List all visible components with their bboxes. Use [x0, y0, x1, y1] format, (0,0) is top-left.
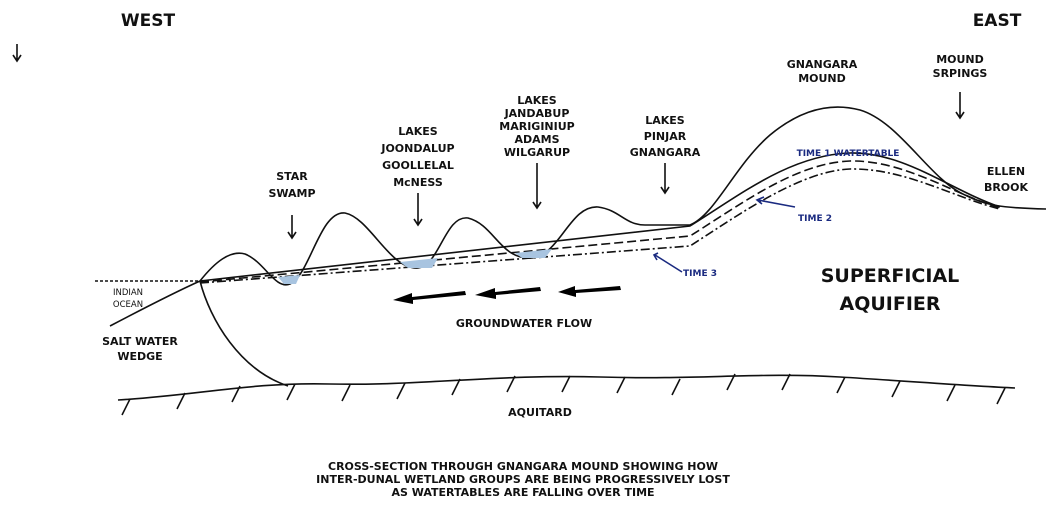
label: LAKES [398, 125, 438, 138]
label: BROOK [984, 181, 1029, 194]
label: AQUITARD [508, 406, 572, 419]
label: GNANGARA [787, 58, 858, 71]
flow-arrows [393, 286, 621, 304]
label: SWAMP [268, 187, 315, 200]
label: PINJAR [644, 130, 687, 143]
label: WILGARUP [504, 146, 570, 159]
label: MARIGINIUP [499, 120, 574, 133]
label: JOONDALUP [380, 142, 454, 155]
label: SUPERFICIAL [821, 265, 960, 287]
watertable-label: TIME 3 [683, 269, 717, 279]
label: GROUNDWATER FLOW [456, 317, 592, 330]
label: LAKES [517, 94, 557, 107]
watertable-label: TIME 2 [798, 214, 832, 224]
drawing [12, 44, 1046, 416]
label: MOUND [936, 53, 984, 66]
watertable-time-2 [199, 160, 1001, 283]
label: LAKES [645, 114, 685, 127]
ground-surface [109, 106, 1046, 327]
label: INDIAN [113, 288, 143, 298]
caption: INTER-DUNAL WETLAND GROUPS ARE BEING PRO… [316, 473, 730, 486]
watertable-label: TIME 1 WATERTABLE [797, 149, 900, 159]
caption: CROSS-SECTION THROUGH GNANGARA MOUND SHO… [328, 460, 718, 473]
label: MOUND [798, 72, 846, 85]
label: OCEAN [113, 300, 143, 310]
caption: AS WATERTABLES ARE FALLING OVER TIME [391, 486, 654, 499]
aquitard-hatch [121, 373, 1006, 416]
label: SRPINGS [933, 67, 988, 80]
label: GOOLLELAL [382, 159, 454, 172]
label: ELLEN [987, 165, 1025, 178]
aquitard-line [117, 374, 1016, 401]
label: McNESS [393, 176, 443, 189]
watertable-time-1 [199, 152, 1001, 282]
label: JANDABUP [504, 107, 570, 120]
label: AQUIFIER [839, 293, 940, 315]
label: GNANGARA [630, 146, 701, 159]
watertable-time-3 [199, 168, 1001, 284]
label: STAR [276, 170, 308, 183]
wetland-water [278, 249, 552, 284]
pointer-arrows [12, 44, 965, 273]
label: ADAMS [514, 133, 559, 146]
label: SALT WATER [102, 335, 178, 348]
salt-water-wedge [199, 280, 289, 387]
east-label: EAST [973, 11, 1022, 31]
west-label: WEST [121, 11, 176, 31]
label: WEDGE [117, 350, 162, 363]
